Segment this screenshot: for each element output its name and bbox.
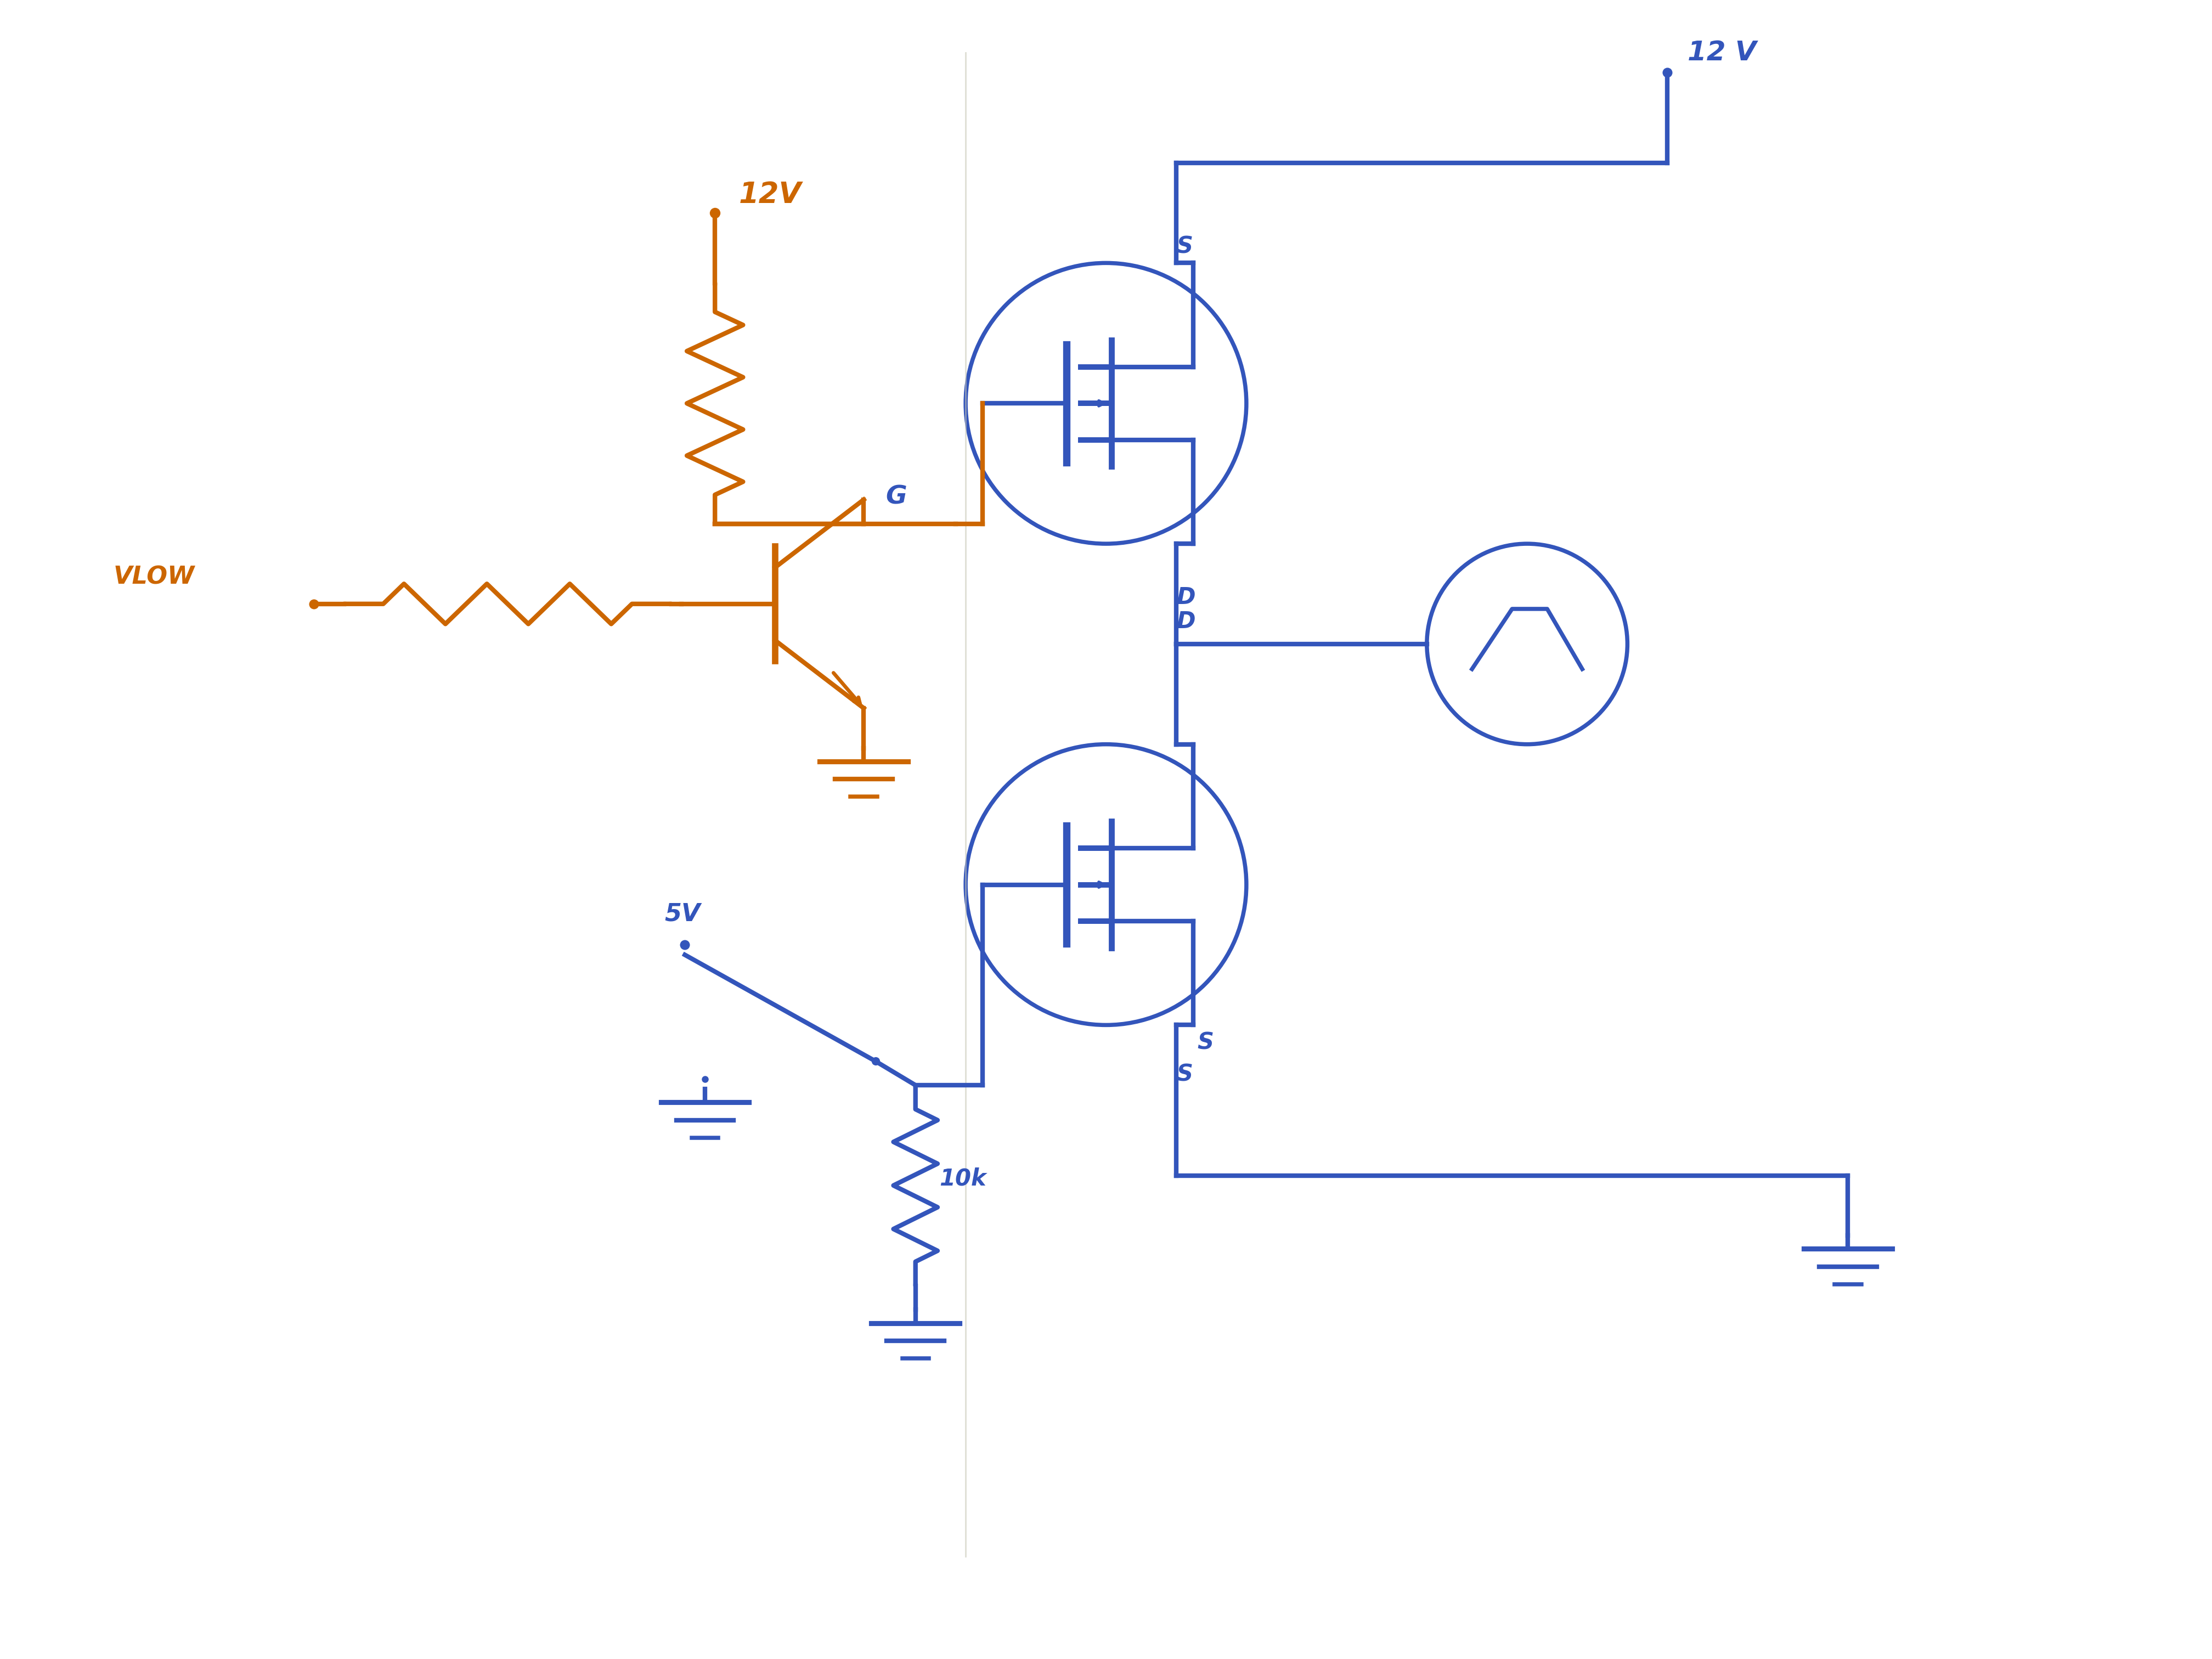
- Text: G: G: [885, 484, 907, 509]
- Text: 5V: 5V: [666, 902, 701, 926]
- Text: 12V: 12V: [739, 181, 801, 209]
- Text: D: D: [1177, 586, 1194, 609]
- Text: S: S: [1197, 1030, 1214, 1053]
- Text: 10k: 10k: [940, 1168, 987, 1191]
- Text: VLOW: VLOW: [113, 566, 195, 589]
- Text: D: D: [1177, 611, 1194, 632]
- Text: 12 V: 12 V: [1688, 40, 1756, 66]
- Text: S: S: [1177, 1063, 1192, 1087]
- Text: S: S: [1177, 236, 1192, 257]
